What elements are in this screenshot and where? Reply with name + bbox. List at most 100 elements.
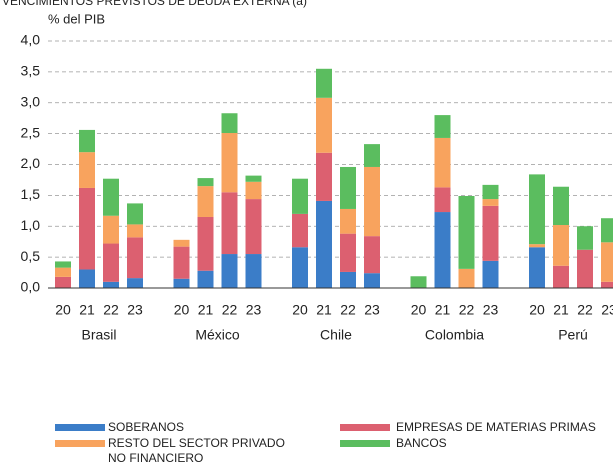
legend-label: RESTO DEL SECTOR PRIVADO NO FINANCIERO (108, 436, 285, 465)
bar-segment (245, 181, 262, 200)
legend-label: BANCOS (396, 436, 447, 450)
y-tick-label: 2,5 (21, 124, 41, 140)
bar-segment (173, 278, 190, 288)
bar-segment (103, 215, 119, 244)
bar-segment (55, 276, 71, 288)
bar-segment (577, 226, 593, 250)
x-tick-label: 22 (222, 302, 238, 318)
group-label: México (195, 327, 240, 343)
y-tick-label: 1,0 (21, 217, 41, 233)
bar-segment (103, 243, 119, 282)
bar-segment (245, 254, 262, 288)
legend-label: SOBERANOS (108, 420, 185, 434)
bar-segment (173, 239, 190, 247)
bar-segment (364, 144, 380, 167)
y-tick-label: 4,0 (21, 32, 41, 48)
bar-segment (316, 97, 332, 153)
bar-segment (79, 269, 95, 288)
x-tick-label: 20 (174, 302, 190, 318)
bar-segment (458, 268, 475, 288)
bar-segment (221, 192, 238, 255)
bar-segment (79, 152, 95, 188)
bar-segment (197, 270, 214, 288)
group-label: Perú (558, 327, 588, 343)
bar-segment (103, 178, 119, 216)
legend-swatch (340, 440, 390, 447)
bar-segment (410, 276, 427, 288)
y-tick-label: 0,5 (21, 248, 41, 264)
y-tick-label: 3,5 (21, 63, 41, 79)
bar-segment (127, 237, 143, 279)
bar-segment (553, 265, 569, 288)
x-tick-label: 21 (198, 302, 214, 318)
bar-segment (482, 184, 499, 200)
bar-segment (221, 113, 238, 134)
bar-segment (364, 273, 380, 288)
y-tick-label: 1,5 (21, 186, 41, 202)
x-tick-label: 22 (103, 302, 119, 318)
bar-segment (529, 244, 545, 248)
x-tick-label: 22 (577, 302, 593, 318)
x-tick-label: 22 (340, 302, 356, 318)
bar-segment (553, 225, 569, 266)
bar-segment (482, 199, 499, 206)
x-tick-label: 21 (316, 302, 332, 318)
bar-segment (292, 247, 308, 288)
x-tick-label: 20 (411, 302, 427, 318)
bar-segment (127, 224, 143, 238)
bar-segment (173, 246, 190, 279)
bar-segment (316, 68, 332, 98)
bar-segment (340, 166, 356, 209)
bar-segment (103, 281, 119, 288)
group-label: Brasil (81, 327, 116, 343)
x-tick-label: 23 (246, 302, 262, 318)
y-axis-label: % del PIB (48, 11, 105, 26)
x-tick-label: 23 (364, 302, 380, 318)
bar-segment (316, 152, 332, 201)
group-label: Chile (320, 327, 352, 343)
bar-segment (434, 187, 451, 213)
bar-segment (601, 242, 613, 282)
bar-segment (577, 249, 593, 288)
bar-segment (434, 137, 451, 188)
x-tick-label: 21 (553, 302, 569, 318)
x-tick-label: 23 (127, 302, 143, 318)
bar-segment (197, 186, 214, 217)
bar-segment (55, 261, 71, 268)
bar-segment (316, 200, 332, 288)
legend-swatch (55, 424, 105, 431)
bar-segment (364, 236, 380, 274)
x-tick-label: 20 (292, 302, 308, 318)
x-tick-label: 21 (79, 302, 95, 318)
bar-segment (197, 178, 214, 187)
x-tick-label: 23 (601, 302, 613, 318)
bar-segment (482, 260, 499, 288)
bar-segment (197, 216, 214, 271)
chart-title: VENCIMIENTOS PREVISTOS DE DEUDA EXTERNA … (2, 0, 307, 8)
bar-segment (55, 267, 71, 277)
bar-segment (601, 218, 613, 243)
bar-segment (529, 247, 545, 288)
bar-segment (245, 199, 262, 255)
group-label: Colombia (425, 327, 484, 343)
x-tick-label: 21 (435, 302, 451, 318)
bar-segment (553, 186, 569, 226)
bar-segment (364, 166, 380, 237)
bar-segment (245, 175, 262, 182)
x-tick-label: 23 (483, 302, 499, 318)
y-tick-label: 0,0 (21, 279, 41, 295)
bar-segment (221, 133, 238, 193)
bar-segment (340, 271, 356, 288)
bar-segment (434, 212, 451, 288)
x-tick-label: 20 (529, 302, 545, 318)
bar-segment (482, 205, 499, 261)
bar-segment (340, 208, 356, 234)
x-tick-label: 20 (55, 302, 71, 318)
legend-label: EMPRESAS DE MATERIAS PRIMAS (396, 420, 596, 434)
bar-segment (127, 278, 143, 288)
x-tick-label: 22 (459, 302, 475, 318)
bar-segment (79, 187, 95, 270)
bar-segment (601, 281, 613, 288)
